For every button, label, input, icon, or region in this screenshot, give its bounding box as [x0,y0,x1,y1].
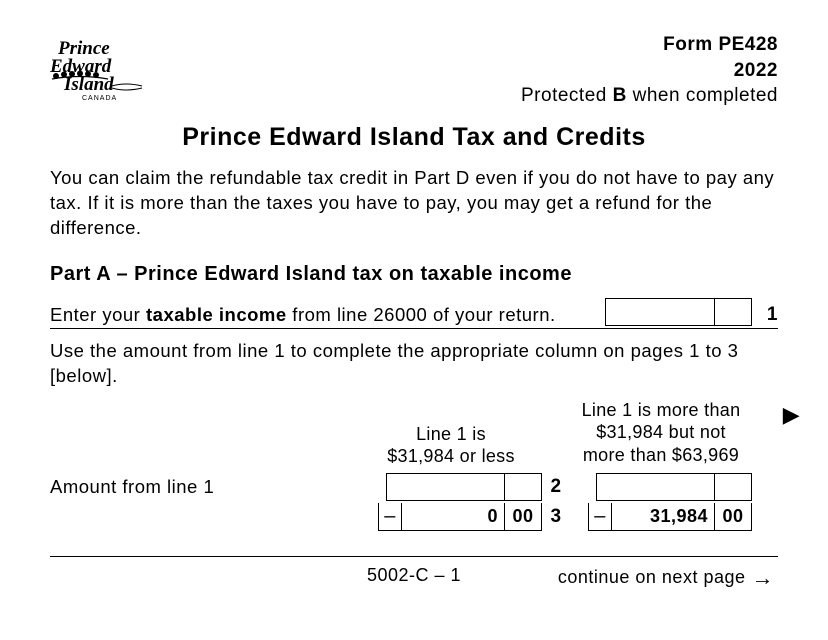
protected-label: Protected B when completed [521,83,778,109]
line-2-col1 [360,473,542,501]
protected-prefix: Protected [521,85,613,106]
col2-header-l2: $31,984 but not [570,421,752,444]
line-1-suffix: from line 26000 of your return. [287,304,556,325]
line-1-input[interactable] [605,298,752,326]
line-3-col2-cents: 00 [715,503,751,530]
line-2-row: Amount from line 1 2 [50,472,778,502]
form-page: Prince Edward Island CANADA Form PE428 2… [0,0,828,611]
col1-header: Line 1 is $31,984 or less [360,399,542,468]
col1-header-l1: Line 1 is [360,423,542,446]
line-3-col2-box: – 31,984 00 [588,503,752,531]
form-year: 2022 [521,58,778,84]
line-2-col1-input[interactable] [386,473,542,501]
line-1-amount-field[interactable] [606,299,715,325]
footer: 5002-C – 1 continue on next page → [50,565,778,591]
line-2-number: 2 [542,476,570,498]
protected-suffix: when completed [627,85,778,106]
line-3-col2-value: 31,984 [611,503,715,530]
continue-arrow-icon: ▶ [783,401,800,429]
line-3-col2: – 31,984 00 [570,503,752,531]
col1-header-l2: $31,984 or less [360,445,542,468]
protected-b: B [613,85,627,106]
col2-header-l1: Line 1 is more than [570,399,752,422]
column-headers: Line 1 is $31,984 or less Line 1 is more… [50,399,778,468]
line-1-number: 1 [760,304,778,326]
line-3-col1: – 0 00 [360,503,542,531]
line-3-row: – 0 00 3 – 31,984 00 [50,502,778,532]
line-3-col1-box: – 0 00 [378,503,542,531]
col2-header-l3: more than $63,969 [570,444,752,467]
header-right: Form PE428 2022 Protected B when complet… [521,32,778,109]
line-1-cents-field[interactable] [715,299,751,325]
line-2-label: Amount from line 1 [50,476,360,498]
page-title: Prince Edward Island Tax and Credits [50,123,778,152]
pei-logo: Prince Edward Island CANADA [50,32,160,102]
footer-code: 5002-C – 1 [367,565,461,586]
intro-paragraph: You can claim the refundable tax credit … [50,166,778,241]
line-1-prefix: Enter your [50,304,146,325]
line-3-col1-cents: 00 [505,503,541,530]
line-2-col2-input[interactable] [596,473,752,501]
line-2-col2 [570,473,752,501]
column-instruction: Use the amount from line 1 to complete t… [50,339,778,389]
line-3-number: 3 [542,506,570,528]
arrow-right-icon: → [752,565,775,591]
svg-text:CANADA: CANADA [82,95,117,102]
line-3-col2-sign: – [589,503,611,530]
line-3-col1-value: 0 [401,503,505,530]
col2-header: Line 1 is more than $31,984 but not more… [570,399,752,468]
part-a-heading: Part A – Prince Edward Island tax on tax… [50,263,778,286]
line-1-row: Enter your taxable income from line 2600… [50,298,778,329]
svg-text:Island: Island [63,74,114,95]
line-3-col1-sign: – [379,503,401,530]
form-id: Form PE428 [521,32,778,58]
continue-text: continue on next page [558,567,746,588]
footer-rule [50,556,778,557]
line-1-label: Enter your taxable income from line 2600… [50,304,605,326]
header: Prince Edward Island CANADA Form PE428 2… [50,32,778,109]
footer-continue: continue on next page → [558,565,774,591]
line-1-bold: taxable income [146,304,287,325]
